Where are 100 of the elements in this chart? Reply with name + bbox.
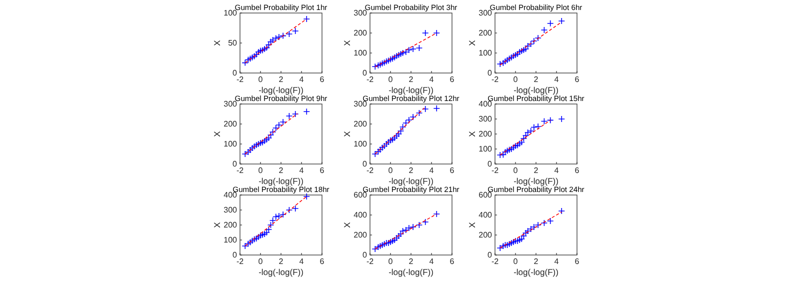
- x-tick-label: 4: [554, 257, 560, 266]
- x-tick-label: 4: [429, 257, 434, 266]
- point: [393, 52, 400, 60]
- point: [500, 151, 507, 158]
- point: [546, 20, 554, 27]
- y-tick-label: 100: [478, 48, 493, 58]
- point: [244, 56, 252, 64]
- y-tick-label: 0: [488, 250, 493, 260]
- point: [512, 142, 519, 150]
- point: [269, 128, 276, 136]
- point: [257, 232, 264, 239]
- point: [246, 146, 254, 154]
- point: [395, 130, 402, 138]
- point: [267, 132, 274, 138]
- point: [267, 222, 274, 228]
- point: [265, 41, 272, 48]
- x-tick-label: 2: [534, 166, 539, 175]
- x-tick-label: 0: [258, 75, 264, 84]
- y-tick-label: 0: [488, 160, 493, 169]
- point: [506, 240, 513, 248]
- point: [272, 34, 280, 42]
- point: [534, 123, 542, 130]
- point: [502, 148, 509, 156]
- x-tick-label: 6: [574, 75, 580, 84]
- point: [380, 59, 388, 66]
- point: [376, 242, 384, 250]
- point: [416, 44, 423, 52]
- x-tick-label: 4: [554, 75, 560, 84]
- y-axis-title: X: [212, 130, 222, 137]
- point: [406, 116, 412, 124]
- y-tick-label: 200: [224, 120, 238, 129]
- point: [410, 114, 416, 120]
- point: [433, 30, 440, 36]
- y-axis-title: X: [342, 222, 352, 228]
- y-tick-label: 0: [232, 68, 238, 78]
- point: [391, 54, 398, 61]
- x-tick-label: 6: [450, 257, 455, 266]
- point: [242, 59, 249, 66]
- point: [522, 46, 530, 52]
- point: [391, 134, 398, 142]
- point: [261, 46, 268, 52]
- point: [508, 54, 515, 61]
- x-tick-label: 2: [278, 166, 284, 175]
- point: [253, 51, 260, 58]
- point: [242, 150, 249, 158]
- point: [402, 48, 410, 56]
- point: [518, 138, 526, 146]
- point: [374, 62, 382, 69]
- point: [292, 28, 299, 34]
- point: [406, 46, 412, 54]
- point: [380, 240, 388, 248]
- point: [253, 142, 260, 148]
- point: [246, 55, 254, 62]
- point: [534, 222, 542, 228]
- point: [397, 230, 404, 238]
- point: [380, 142, 388, 150]
- point: [518, 236, 526, 242]
- y-axis-title: X: [467, 40, 477, 46]
- point: [504, 56, 511, 64]
- y-axis-title: X: [212, 222, 222, 228]
- point: [506, 146, 513, 154]
- point: [393, 132, 400, 140]
- point: [372, 246, 379, 252]
- point: [399, 50, 406, 56]
- point: [410, 46, 416, 52]
- point: [383, 240, 390, 246]
- point: [389, 136, 396, 143]
- x-tick-label: 4: [299, 257, 304, 266]
- y-tick-label: 200: [478, 130, 493, 139]
- point: [500, 242, 507, 250]
- point: [496, 244, 504, 252]
- point: [433, 210, 440, 218]
- x-axis-title: -log(-log(F)): [388, 85, 434, 95]
- point: [422, 218, 429, 226]
- point: [397, 128, 404, 134]
- y-axis-title: X: [467, 130, 477, 137]
- y-tick-label: 0: [232, 250, 238, 260]
- point: [530, 224, 538, 230]
- point: [527, 128, 534, 134]
- point: [286, 30, 293, 38]
- x-tick-label: 0: [513, 166, 518, 175]
- point: [520, 46, 528, 54]
- point: [269, 217, 276, 224]
- y-tick-label: 100: [354, 140, 368, 149]
- x-tick-label: 4: [299, 166, 304, 175]
- x-tick-label: 0: [388, 75, 394, 84]
- point: [558, 116, 566, 122]
- y-tick-label: 200: [478, 28, 493, 38]
- point: [261, 230, 268, 238]
- y-tick-label: 100: [224, 140, 238, 149]
- point: [399, 228, 406, 234]
- point: [422, 106, 429, 112]
- y-tick-label: 600: [478, 190, 493, 200]
- point: [520, 232, 528, 240]
- y-tick-label: 200: [354, 28, 368, 38]
- y-tick-label: 200: [224, 220, 238, 230]
- point: [399, 124, 406, 130]
- point: [276, 212, 282, 220]
- y-tick-label: 100: [224, 8, 238, 18]
- y-axis-title: X: [342, 130, 352, 137]
